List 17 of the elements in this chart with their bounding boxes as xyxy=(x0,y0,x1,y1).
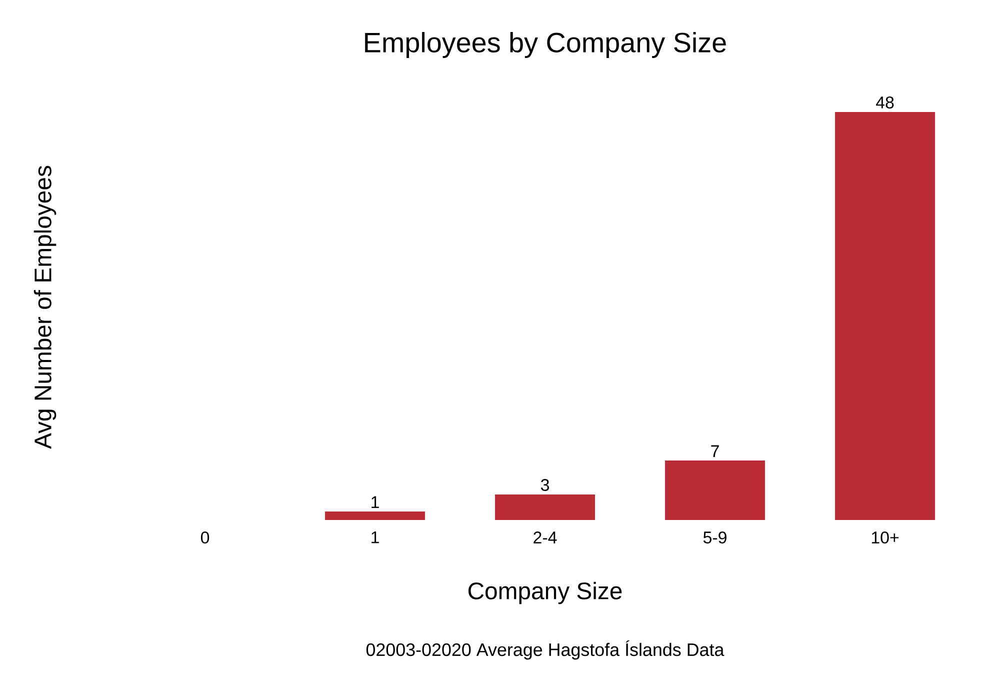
x-tick-label: 0 xyxy=(200,532,210,544)
text: 02003-02020 Average Hagstofa Íslands Data xyxy=(366,640,724,660)
x-tick-label: 10+ xyxy=(872,532,899,544)
data-label: 48 xyxy=(876,96,894,108)
x-axis-title: Company Size xyxy=(468,582,622,604)
y-axis-title: Avg Number of Employees xyxy=(34,166,56,449)
bar xyxy=(665,460,766,520)
data-label: 3 xyxy=(540,478,549,491)
x-tick-label: 1 xyxy=(372,532,379,544)
data-label: 7 xyxy=(711,445,719,457)
data-label: 1 xyxy=(372,496,379,508)
bar xyxy=(495,494,596,520)
bar xyxy=(325,511,426,520)
bar xyxy=(835,112,936,520)
x-tick-label: 5-9 xyxy=(703,532,726,544)
x-tick-label: 2-4 xyxy=(534,532,557,544)
chart-title: Employees by Company Size xyxy=(365,32,726,58)
